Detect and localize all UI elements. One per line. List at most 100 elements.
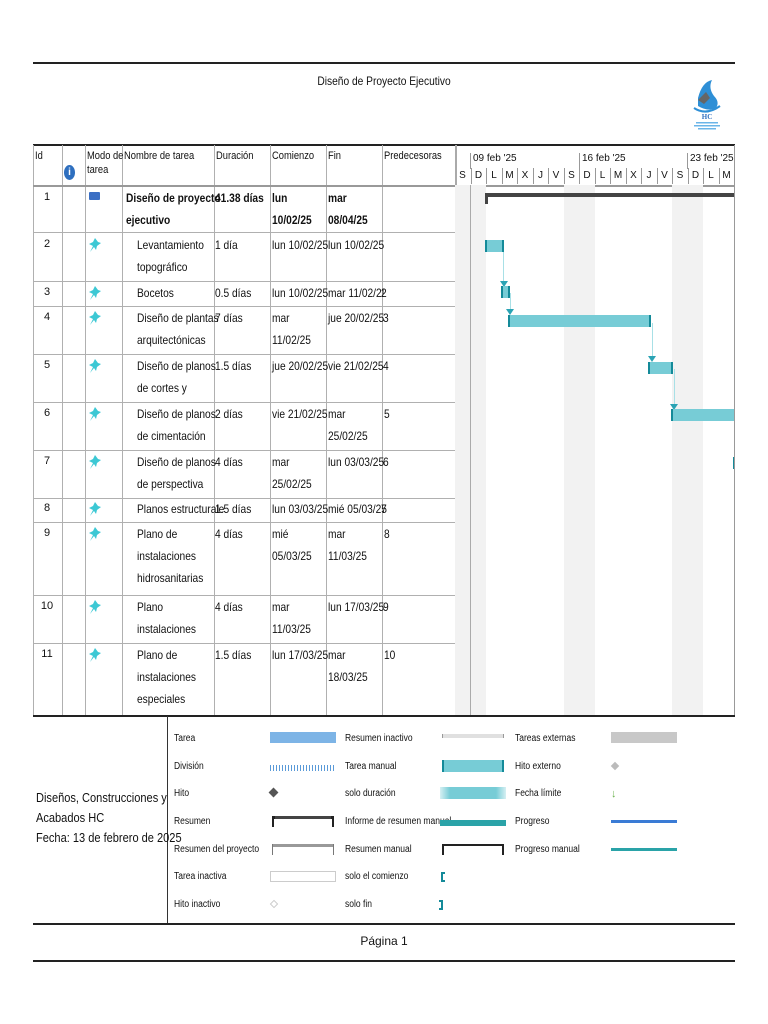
day-label: L xyxy=(703,168,718,184)
manual-pin-icon xyxy=(89,238,101,252)
legend-manual-summary-symbol xyxy=(443,844,503,846)
dependency-line xyxy=(674,369,675,405)
legend-task-symbol xyxy=(270,732,336,743)
col-header-duration[interactable]: Duración xyxy=(216,150,254,162)
legend-external-milestone-symbol xyxy=(610,761,620,771)
task-finish: lun 10/02/25 xyxy=(328,238,385,252)
row-divider xyxy=(33,306,455,307)
task-name: Diseño de planos de cimentación xyxy=(137,407,216,443)
company-logo: HC xyxy=(684,76,730,132)
legend: Diseños, Construcciones y Acabados HC Fe… xyxy=(33,716,735,923)
col-header-finish[interactable]: Fin xyxy=(328,150,341,162)
task-name: Levantamiento topográfico xyxy=(137,238,204,274)
task-name: Plano de instalaciones especiales xyxy=(137,648,196,706)
summary-bar[interactable] xyxy=(485,193,735,197)
legend-manual-progress-symbol xyxy=(611,848,677,851)
legend-deadline-arrow-icon: ↓ xyxy=(611,788,617,800)
day-label: M xyxy=(501,168,517,184)
company-info: Diseños, Construcciones y Acabados HC Fe… xyxy=(36,790,182,845)
legend-split-symbol xyxy=(270,765,336,771)
gantt-chart[interactable]: 09 feb '25 16 feb '25 23 feb '25 S D L M… xyxy=(455,145,735,715)
task-duration: 7 días xyxy=(215,311,243,325)
col-header-name[interactable]: Nombre de tarea xyxy=(124,150,195,162)
task-id: 1 xyxy=(43,191,51,203)
svg-text:HC: HC xyxy=(702,113,713,121)
legend-project-summary-tick xyxy=(272,844,273,855)
task-start: lun 10/02/25 xyxy=(272,286,329,300)
row-divider xyxy=(33,232,455,233)
top-border xyxy=(33,62,735,64)
legend-label-division: División xyxy=(174,761,204,772)
col-divider xyxy=(33,145,34,715)
col-divider xyxy=(85,145,86,715)
col-divider xyxy=(214,145,215,715)
legend-label-hito: Hito xyxy=(174,788,190,799)
task-finish: lun 03/03/25 xyxy=(328,455,385,469)
dependency-line xyxy=(503,252,504,282)
task-bar[interactable] xyxy=(508,315,651,327)
task-finish: mar 11/02/2! xyxy=(328,286,385,300)
task-finish: vie 21/02/25 xyxy=(328,359,384,373)
task-name: Diseño de proyecto ejecutivo xyxy=(126,191,221,227)
legend-label-hito-inactivo: Hito inactivo xyxy=(174,899,221,910)
legend-manual-summary-tick xyxy=(502,844,504,855)
legend-label-solo-comienzo: solo el comienzo xyxy=(345,871,409,882)
manual-pin-icon xyxy=(89,311,101,325)
dependency-line xyxy=(510,293,511,311)
legend-manual-task-symbol xyxy=(442,760,504,772)
task-id: 3 xyxy=(43,286,51,298)
task-id: 2 xyxy=(43,238,51,250)
task-bar[interactable] xyxy=(485,240,504,252)
info-icon: i xyxy=(64,165,75,180)
col-divider xyxy=(62,145,63,715)
legend-manual-summary-rollup-symbol xyxy=(440,820,506,826)
task-finish: mar 11/03/25 xyxy=(328,527,367,563)
day-label: S xyxy=(672,168,687,184)
dependency-arrow xyxy=(506,309,514,315)
gantt-divider xyxy=(470,185,471,715)
row-divider xyxy=(33,522,455,523)
legend-label-tarea-inactiva: Tarea inactiva xyxy=(174,871,227,882)
week-label: 09 feb '25 xyxy=(470,153,517,169)
day-label: V xyxy=(548,168,563,184)
gantt-right-border xyxy=(734,145,735,715)
col-header-id[interactable]: Id xyxy=(35,150,43,162)
week-label: 23 feb '25 xyxy=(687,153,734,169)
day-label: V xyxy=(656,168,672,184)
col-header-mode[interactable]: Modo de tarea xyxy=(87,149,123,177)
row-divider xyxy=(33,450,455,451)
legend-inactive-milestone-symbol xyxy=(269,899,279,909)
task-duration: 41.38 días xyxy=(215,191,264,205)
legend-label-resumen: Resumen xyxy=(174,816,211,827)
week-label: 16 feb '25 xyxy=(579,153,626,169)
legend-project-summary-tick xyxy=(333,844,334,855)
manual-pin-icon xyxy=(89,502,101,516)
task-duration: 4 días xyxy=(215,600,243,614)
task-finish: mar 25/02/25 xyxy=(328,407,368,443)
task-duration: 1.5 días xyxy=(215,359,252,373)
legend-label-fecha-limite: Fecha límite xyxy=(515,788,562,799)
header-divider xyxy=(33,185,735,187)
task-bar[interactable] xyxy=(501,286,510,298)
task-id: 6 xyxy=(43,407,51,419)
legend-label-resumen-proyecto: Resumen del proyecto xyxy=(174,844,260,855)
day-label: L xyxy=(594,168,610,184)
col-divider xyxy=(382,145,383,715)
day-label: D xyxy=(579,168,594,184)
task-predecessors: 2 xyxy=(381,286,387,300)
task-predecessors: 5 xyxy=(384,407,390,421)
legend-finish-only-symbol xyxy=(439,900,443,910)
task-duration: 1.5 días xyxy=(215,648,252,662)
task-bar[interactable] xyxy=(648,362,673,374)
day-label: S xyxy=(459,170,466,181)
task-finish: mar 08/04/25 xyxy=(328,191,368,227)
col-header-start[interactable]: Comienzo xyxy=(272,150,315,162)
legend-top-border xyxy=(33,715,735,717)
task-finish: mar 18/03/25 xyxy=(328,648,368,684)
col-header-predecessors[interactable]: Predecesoras xyxy=(384,150,442,162)
row-divider xyxy=(33,402,455,403)
task-table: Id i Modo de tarea Nombre de tarea Duraci… xyxy=(33,145,735,715)
task-id: 5 xyxy=(43,359,51,371)
task-start: lun 17/03/25 xyxy=(272,648,329,662)
task-bar[interactable] xyxy=(671,409,735,421)
